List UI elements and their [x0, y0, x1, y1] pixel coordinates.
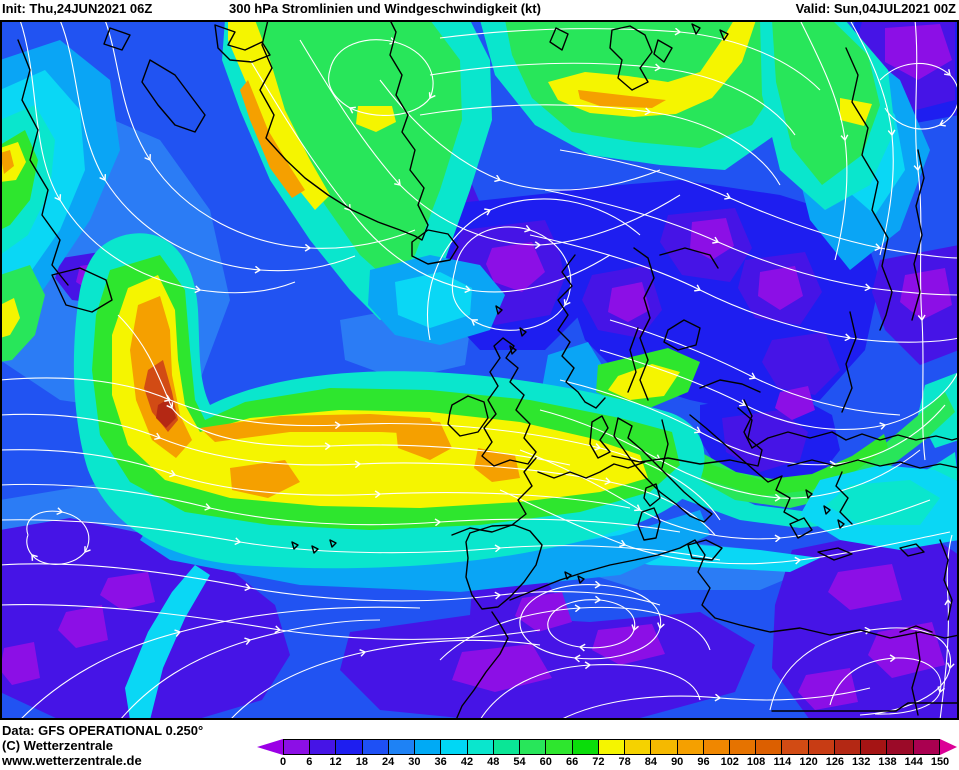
colorbar-segment: [545, 740, 572, 754]
colorbar-segment: [833, 740, 861, 754]
weather-map: [0, 20, 959, 720]
colorbar-segment: [860, 740, 887, 754]
colorbar-tick-label: 78: [618, 756, 631, 768]
colorbar-tick-label: 84: [644, 756, 658, 768]
init-time-label: Init: Thu,24JUN2021 06Z: [2, 1, 153, 16]
colorbar-tick-label: 18: [355, 756, 368, 768]
colorbar-segment: [702, 740, 729, 754]
colorbar-segment: [309, 740, 336, 754]
header: Init: Thu,24JUN2021 06Z 300 hPa Stromlin…: [0, 0, 959, 20]
colorbar-segment: [912, 740, 939, 754]
colorbar-segment: [492, 740, 520, 754]
colorbar-ticks: 0 6 12 18 24 30 36 42 48 54 60 66 72 78 84 90 96 102 108 11…: [279, 755, 949, 769]
colorbar-tick-label: 132: [851, 756, 871, 768]
colorbar-segment: [728, 740, 756, 754]
data-source-label: Data: GFS OPERATIONAL 0.250°: [2, 723, 204, 738]
colorbar-tick-label: 126: [825, 756, 845, 768]
website-label: www.wetterzentrale.de: [2, 753, 142, 768]
colorbar-tick-label: 138: [878, 756, 897, 768]
colorbar-tick-label: 150: [930, 756, 950, 768]
colorbar-segment: [807, 740, 834, 754]
colorbar-segment: [886, 740, 913, 754]
colorbar-tick-label: 90: [671, 756, 684, 768]
colorbar-segment: [387, 740, 415, 754]
colorbar-segment: [440, 740, 467, 754]
colorbar-segment: [519, 740, 546, 754]
colorbar-segment: [650, 740, 677, 754]
colorbar-left-arrow-icon: [257, 739, 283, 755]
colorbar-segment: [781, 740, 808, 754]
colorbar-tick-label: 144: [904, 756, 923, 768]
streamlines-layer: [0, 20, 959, 720]
colorbar-tick-label: 12: [329, 756, 342, 768]
wind-speed-fill-layer: [0, 20, 959, 720]
colorbar-tick-label: 108: [746, 756, 766, 768]
colorbar-tick-label: 24: [381, 756, 395, 768]
colorbar-tick-label: 114: [773, 756, 792, 768]
colorbar-tick-label: 6: [306, 756, 313, 768]
footer: Data: GFS OPERATIONAL 0.250° (C) Wetterz…: [2, 723, 422, 768]
colorbar-segment: [624, 740, 651, 754]
colorbar-tick-label: 48: [487, 756, 500, 768]
colorbar-tick-label: 66: [565, 756, 579, 768]
colorbar-segment: [414, 740, 441, 754]
colorbar-tick-label: 120: [799, 756, 818, 768]
colorbar-tick-label: 42: [460, 756, 474, 768]
colorbar-segment: [361, 740, 388, 754]
map-border: [0, 20, 959, 720]
copyright-label: (C) Wetterzentrale: [2, 738, 114, 753]
colorbar-tick-label: 54: [513, 756, 526, 768]
coastlines-layer: [17, 20, 959, 720]
colorbar-tick-label: 0: [279, 756, 287, 768]
colorbar-segment: [597, 740, 625, 754]
colorbar-tick-label: 96: [697, 756, 710, 768]
colorbar-segment: [755, 740, 782, 754]
colorbar-segment: [335, 740, 362, 754]
valid-time-label: Valid: Sun,04JUL2021 00Z: [795, 1, 956, 16]
colorbar-tick-label: 30: [408, 756, 421, 768]
colorbar-tick-label: 60: [539, 756, 552, 768]
colorbar-segment: [571, 740, 598, 754]
colorbar-right-arrow-icon: [940, 739, 957, 755]
colorbar-segment: [466, 740, 493, 754]
colorbar-segment: [284, 740, 310, 754]
wind-speed-colorbar: 0 6 12 18 24 30 36 42 48 54 60 66 72 78 84 90 96 102 108 11…: [257, 739, 957, 769]
colorbar-segment: [676, 740, 703, 754]
colorbar-tick-label: 72: [592, 756, 605, 768]
colorbar-tick-label: 36: [434, 756, 447, 768]
colorbar-tick-label: 102: [720, 756, 739, 768]
colorbar-segments: [283, 739, 940, 755]
map-title: 300 hPa Stromlinien und Windgeschwindigk…: [229, 1, 541, 16]
